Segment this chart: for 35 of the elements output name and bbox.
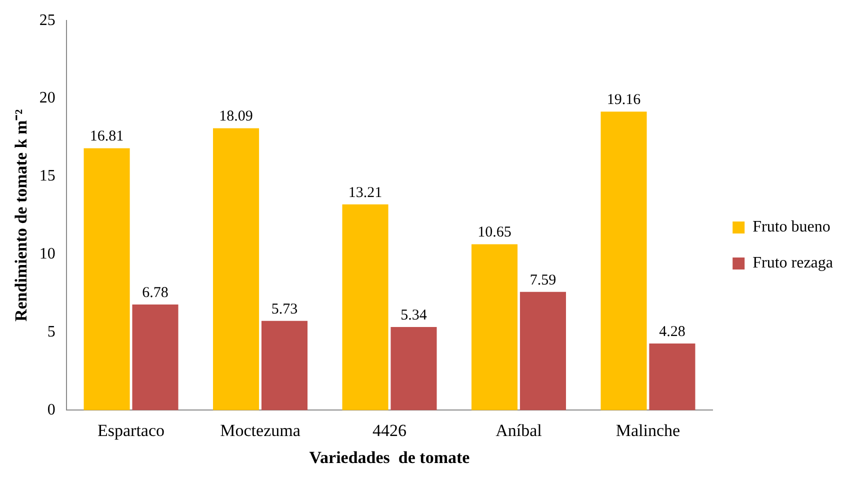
data-label: 5.34 bbox=[400, 307, 428, 324]
y-tick-label: 15 bbox=[39, 168, 56, 185]
data-label: 6.78 bbox=[142, 284, 168, 301]
y-tick-label: 20 bbox=[39, 90, 56, 107]
data-label: 7.59 bbox=[530, 272, 556, 288]
data-label: 18.09 bbox=[219, 108, 253, 125]
bar bbox=[649, 344, 696, 410]
y-tick-label: 25 bbox=[39, 12, 56, 29]
bar bbox=[84, 148, 130, 410]
x-axis-title: Variedades de tomate bbox=[309, 448, 470, 468]
y-tick-label: 5 bbox=[47, 323, 56, 340]
bar bbox=[213, 128, 260, 410]
bar bbox=[342, 204, 388, 410]
data-label: 16.81 bbox=[90, 128, 124, 145]
y-axis-title: Rendimiento de tomate k m⁻² bbox=[12, 109, 31, 322]
bar bbox=[132, 304, 178, 410]
bar bbox=[390, 326, 437, 410]
bar bbox=[600, 112, 647, 410]
data-label: 19.16 bbox=[606, 92, 642, 108]
data-label: 13.21 bbox=[348, 184, 382, 201]
x-tick-label: Espartaco bbox=[98, 420, 165, 440]
data-label: 10.65 bbox=[478, 224, 512, 241]
y-tick-label: 10 bbox=[39, 246, 56, 263]
y-tick-label: 0 bbox=[47, 401, 56, 418]
x-tick-label: 4426 bbox=[372, 420, 406, 440]
legend-label: Fruto bueno bbox=[752, 218, 830, 236]
data-label: 4.28 bbox=[659, 324, 686, 340]
legend-label: Fruto rezaga bbox=[752, 254, 833, 272]
x-tick-label: Moctezuma bbox=[220, 420, 301, 440]
bar bbox=[520, 292, 566, 410]
x-tick-label: Aníbal bbox=[496, 420, 542, 440]
x-tick-label: Malinche bbox=[616, 420, 680, 440]
data-label: 5.73 bbox=[271, 301, 298, 318]
bar bbox=[471, 244, 518, 410]
bar bbox=[261, 320, 308, 410]
